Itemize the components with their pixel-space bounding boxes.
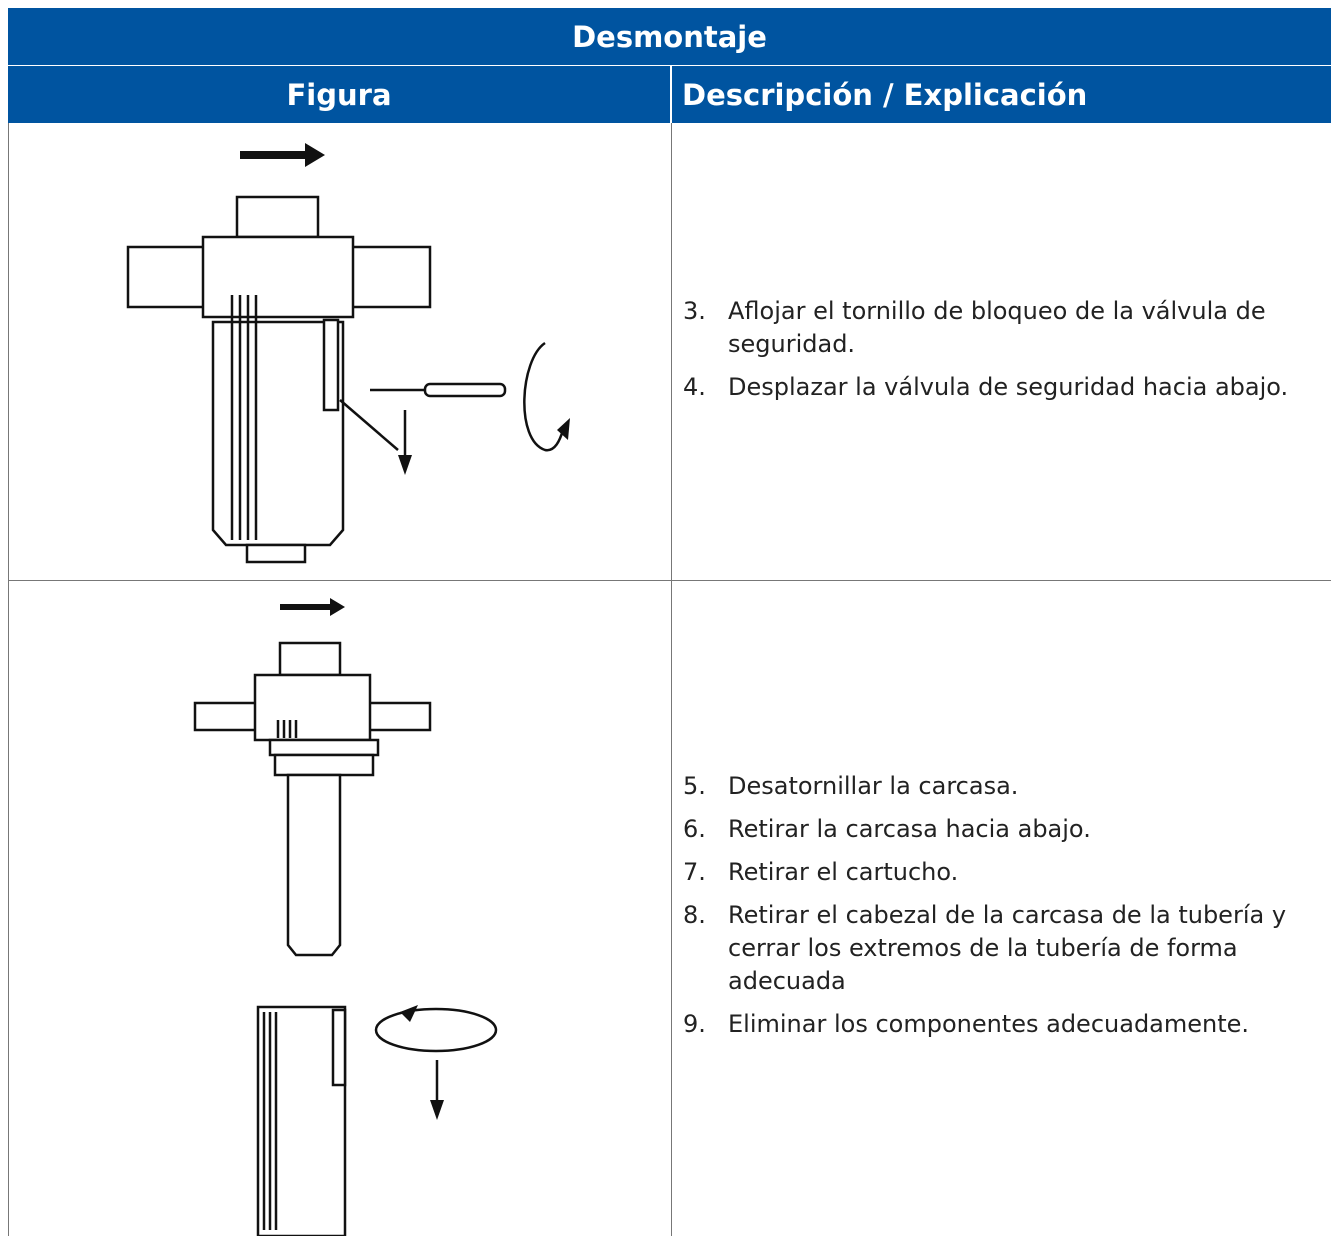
step-text: Eliminar los componentes adecuadamente. bbox=[728, 1010, 1250, 1038]
step-text: Desatornillar la carcasa. bbox=[728, 772, 1019, 800]
table-title: Desmontaje bbox=[8, 8, 1331, 66]
step: 4. Desplazar la válvula de seguridad haci… bbox=[683, 371, 1293, 404]
border bbox=[8, 123, 9, 1236]
step-number: 5. bbox=[683, 772, 706, 800]
step-text: Retirar el cabezal de la carcasa de la t… bbox=[728, 901, 1287, 995]
column-header: Descripción / Explicación bbox=[672, 66, 1331, 123]
figure bbox=[126, 143, 570, 564]
column-header: Figura bbox=[8, 66, 671, 123]
step-text: Retirar la carcasa hacia abajo. bbox=[728, 815, 1091, 843]
step-number: 8. bbox=[683, 901, 706, 929]
step-number: 9. bbox=[683, 1010, 706, 1038]
step: 7. Retirar el cartucho. bbox=[683, 856, 1293, 889]
step-text: Desplazar la válvula de seguridad hacia … bbox=[728, 373, 1289, 401]
step-text: Aflojar el tornillo de bloqueo de la vál… bbox=[728, 297, 1266, 358]
step: 9. Eliminar los componentes adecuadamente… bbox=[683, 1008, 1293, 1041]
figure bbox=[193, 598, 498, 1236]
row-description: 5. Desatornillar la carcasa. 6. Retirar la … bbox=[683, 770, 1293, 1051]
step-number: 6. bbox=[683, 815, 706, 843]
step: 6. Retirar la carcasa hacia abajo. bbox=[683, 813, 1293, 846]
step: 8. Retirar el cabezal de la carcasa de la… bbox=[683, 899, 1293, 998]
border bbox=[8, 580, 1331, 581]
step: 5. Desatornillar la carcasa. bbox=[683, 770, 1293, 803]
step: 3. Aflojar el tornillo de bloqueo de la v… bbox=[683, 295, 1293, 361]
row-description: 3. Aflojar el tornillo de bloqueo de la v… bbox=[683, 295, 1293, 414]
step-number: 7. bbox=[683, 858, 706, 886]
step-text: Retirar el cartucho. bbox=[728, 858, 959, 886]
border bbox=[671, 123, 672, 1236]
step-number: 3. bbox=[683, 297, 706, 325]
step-number: 4. bbox=[683, 373, 706, 401]
